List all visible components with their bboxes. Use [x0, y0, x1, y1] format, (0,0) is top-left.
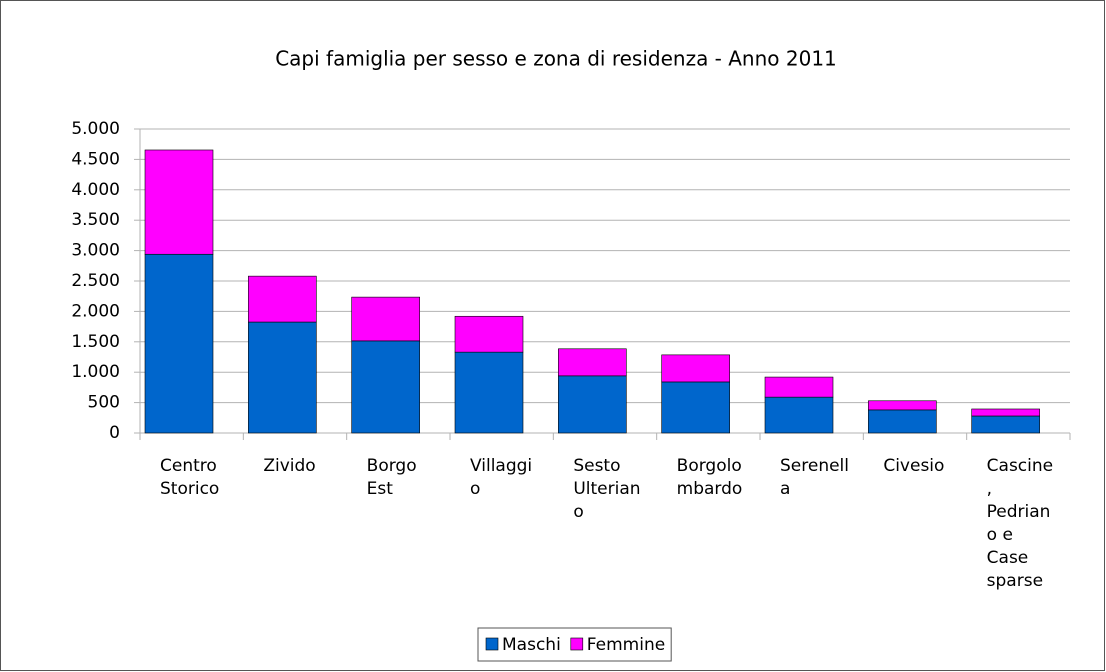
bar-segment [558, 375, 627, 434]
chart-title: Capi famiglia per sesso e zona di reside… [275, 47, 837, 71]
bar-segment [351, 340, 420, 434]
x-tick-label: Borgo Est [366, 456, 417, 499]
x-tick-label: Borgolombardo [676, 456, 743, 499]
legend-label: Maschi [502, 635, 561, 655]
bar-segment [971, 408, 1040, 417]
x-tick-label: Cascine, Pedriano e Case sparse [986, 456, 1054, 591]
y-tick-label: 2.000 [71, 301, 120, 321]
x-tick-label: Serenella [780, 456, 850, 499]
bar-segment [454, 315, 524, 353]
x-tick-label: Civesio [883, 456, 945, 476]
y-tick-label: 500 [88, 393, 120, 413]
bar-segment [661, 354, 730, 383]
bar-segment [971, 415, 1040, 434]
bar-segment [351, 296, 420, 342]
y-tick-label: 1.000 [71, 362, 120, 382]
bar-segment [558, 348, 627, 377]
bar-segment [248, 275, 317, 323]
bar-segment [868, 400, 937, 411]
y-tick-label: 2.500 [71, 271, 120, 291]
bar-segment [661, 381, 730, 434]
legend-label: Femmine [587, 635, 665, 655]
x-tick-label: Villaggio [470, 456, 533, 499]
x-tick-label: Zivido [263, 456, 316, 476]
bar-segment [248, 321, 317, 434]
x-tick-label: Centro Storico [160, 456, 220, 499]
y-tick-label: 3.000 [71, 241, 120, 261]
y-tick-label: 0 [109, 423, 120, 443]
bar-segment [454, 351, 524, 434]
y-tick-label: 5.000 [71, 119, 120, 139]
y-tick-label: 3.500 [71, 210, 120, 230]
bar-segment [868, 409, 937, 434]
bar-segment [764, 396, 834, 434]
legend-swatch [570, 637, 584, 651]
y-tick-label: 4.500 [71, 149, 120, 169]
bar-segment [144, 253, 214, 434]
y-tick-label: 1.500 [71, 332, 120, 352]
bar-segment [764, 376, 834, 398]
y-tick-label: 4.000 [71, 180, 120, 200]
x-tick-label: Sesto Ulteriano [573, 456, 641, 522]
bar-segment [144, 149, 214, 255]
legend-swatch [485, 637, 499, 651]
